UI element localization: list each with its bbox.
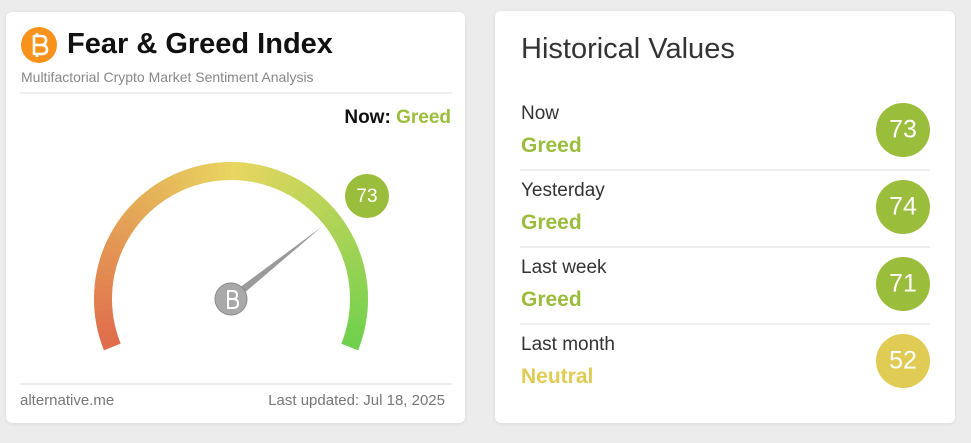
value: 71: [889, 270, 917, 298]
bitcoin-glyph: [32, 33, 49, 57]
status: Greed: [521, 288, 582, 311]
value-badge: [876, 180, 930, 234]
period: Yesterday: [521, 180, 605, 201]
value: 73: [889, 116, 917, 144]
title: Fear & Greed Index: [67, 28, 333, 60]
period: Now: [521, 103, 560, 124]
value-badge: [876, 334, 930, 388]
value-badge: [876, 103, 930, 157]
hub-glyph: [227, 290, 240, 309]
gauge-value-bubble: [345, 174, 389, 218]
period: Last week: [521, 257, 607, 278]
index-card: [6, 12, 465, 423]
status: Greed: [521, 134, 582, 157]
status: Neutral: [521, 365, 594, 388]
now-label: Now:: [344, 107, 391, 128]
value: 52: [889, 347, 917, 375]
now-status: Greed: [396, 107, 451, 128]
last-updated: Last updated: Jul 18, 2025: [268, 392, 445, 409]
gauge-arc: [94, 162, 368, 351]
status: Greed: [521, 211, 582, 234]
arc-segment: [341, 338, 361, 351]
now-label-group: Now: Greed: [344, 107, 451, 129]
subtitle: Multifactorial Crypto Market Sentiment A…: [21, 69, 314, 85]
value: 74: [889, 193, 917, 221]
value-badge: [876, 257, 930, 311]
source: alternative.me: [20, 392, 115, 409]
gauge-needle: [228, 226, 322, 303]
gauge-value: 73: [356, 186, 377, 207]
history-title: Historical Values: [521, 33, 735, 65]
period: Last month: [521, 334, 615, 355]
